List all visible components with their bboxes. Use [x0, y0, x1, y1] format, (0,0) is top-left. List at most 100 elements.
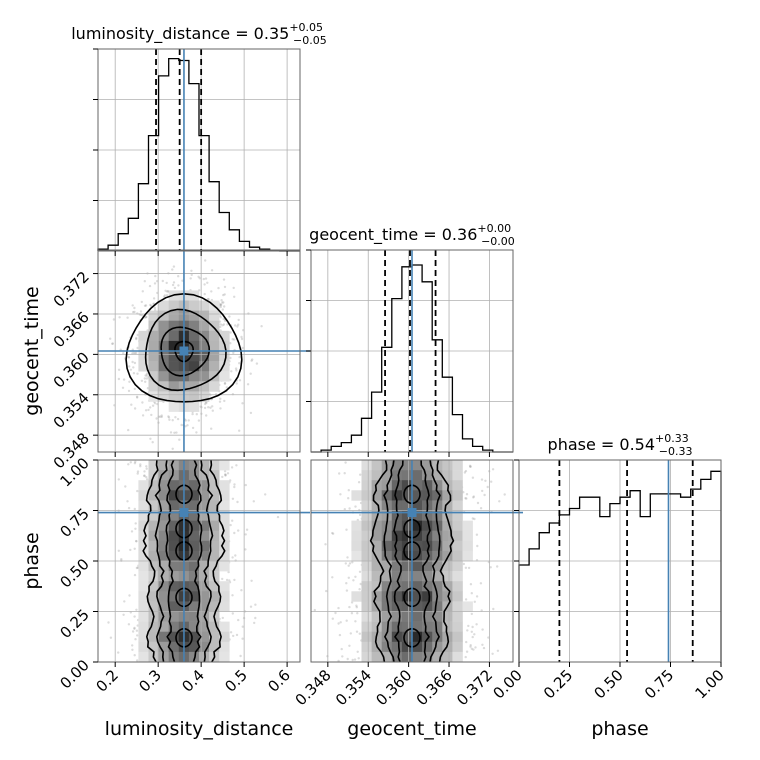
- density-cell: [381, 641, 393, 653]
- scatter-point: [155, 417, 158, 420]
- scatter-point: [173, 286, 177, 290]
- density-cell: [401, 601, 413, 612]
- density-cell: [422, 540, 433, 552]
- scatter-point: [126, 316, 129, 319]
- scatter-point: [191, 412, 194, 416]
- scatter-point: [462, 562, 465, 566]
- density-cell: [391, 571, 403, 582]
- scatter-point: [237, 529, 240, 532]
- density-cell: [371, 520, 382, 531]
- scatter-point: [334, 611, 337, 615]
- scatter-point: [190, 269, 193, 272]
- density-cell: [432, 601, 443, 612]
- scatter-point: [234, 554, 237, 557]
- density-cell: [452, 601, 463, 612]
- scatter-point: [143, 470, 146, 473]
- scatter-point: [338, 472, 341, 475]
- density-cell: [361, 641, 372, 653]
- scatter-point: [354, 620, 357, 623]
- density-cell: [188, 330, 200, 342]
- density-cell: [168, 460, 180, 471]
- scatter-point: [166, 290, 169, 293]
- scatter-point: [254, 603, 257, 606]
- contour-left-1: [142, 459, 159, 663]
- scatter-point: [347, 564, 350, 567]
- density-cell: [381, 550, 393, 562]
- density-cell: [138, 500, 149, 511]
- density-cell: [158, 540, 169, 552]
- density-cell: [412, 631, 423, 643]
- scatter-point: [139, 463, 142, 466]
- density-cell: [371, 651, 382, 663]
- density-cell: [168, 530, 180, 542]
- density-cell: [381, 530, 393, 542]
- density-cell: [199, 510, 210, 521]
- density-cell: [158, 300, 169, 311]
- density-cell: [158, 361, 169, 372]
- scatter-point: [107, 621, 110, 624]
- scatter-point: [167, 415, 170, 418]
- density-cell: [199, 340, 210, 352]
- scatter-point: [233, 295, 236, 298]
- scatter-point: [221, 324, 224, 327]
- scatter-point: [492, 607, 495, 611]
- density-cell: [168, 611, 180, 622]
- scatter-point: [358, 508, 361, 512]
- y-tick-label: 0.00: [56, 656, 92, 692]
- density-cell: [422, 480, 433, 491]
- x-tick-label: 0.6: [264, 666, 294, 696]
- scatter-point: [189, 277, 192, 280]
- scatter-point: [264, 493, 267, 496]
- title-upper-error: +0.33: [655, 432, 689, 445]
- scatter-point: [225, 578, 229, 582]
- scatter-point: [209, 406, 212, 409]
- density-cell: [148, 631, 159, 643]
- scatter-point: [468, 464, 472, 467]
- density-cell: [199, 601, 210, 612]
- density-cell: [442, 470, 453, 481]
- scatter-point: [177, 284, 180, 287]
- scatter-point: [151, 441, 154, 444]
- density-cell: [148, 361, 159, 372]
- density-cell: [412, 571, 423, 582]
- scatter-point: [229, 331, 232, 334]
- scatter-point: [130, 530, 134, 533]
- scatter-point: [139, 310, 143, 313]
- scatter-point: [204, 277, 208, 280]
- scatter-point: [171, 268, 174, 271]
- scatter-point: [233, 485, 236, 489]
- scatter-point: [234, 367, 238, 370]
- density-cell: [452, 561, 463, 572]
- density-cell: [351, 550, 362, 562]
- density-cell: [148, 330, 159, 342]
- contour-right-3: [420, 459, 431, 663]
- density-cell: [401, 480, 413, 491]
- density-cell: [351, 530, 362, 542]
- scatter-point: [224, 474, 227, 477]
- scatter-point: [222, 323, 226, 326]
- y-axis-label-phase: phase: [21, 532, 43, 589]
- density-cell: [412, 470, 423, 481]
- density-cell: [158, 621, 169, 632]
- density-cell: [138, 490, 149, 501]
- density-cell: [209, 641, 220, 653]
- scatter-point: [232, 286, 235, 290]
- density-cell: [199, 361, 210, 372]
- density-cell: [158, 601, 169, 612]
- density-cell: [188, 540, 200, 552]
- scatter-point: [135, 540, 138, 543]
- density-cell: [391, 460, 403, 471]
- x-tick-label: 0.348: [292, 666, 335, 709]
- density-cell: [401, 571, 413, 582]
- density-cell: [371, 530, 382, 542]
- density-cell: [168, 591, 180, 602]
- density-cell: [412, 651, 423, 663]
- scatter-point: [197, 419, 201, 422]
- scatter-point: [231, 594, 234, 597]
- scatter-point: [128, 380, 131, 383]
- title-lower-error: −0.05: [293, 34, 327, 47]
- density-cell: [462, 540, 473, 552]
- y-tick-label: 0.360: [50, 348, 93, 391]
- density-cell: [361, 510, 372, 521]
- scatter-point: [253, 621, 256, 625]
